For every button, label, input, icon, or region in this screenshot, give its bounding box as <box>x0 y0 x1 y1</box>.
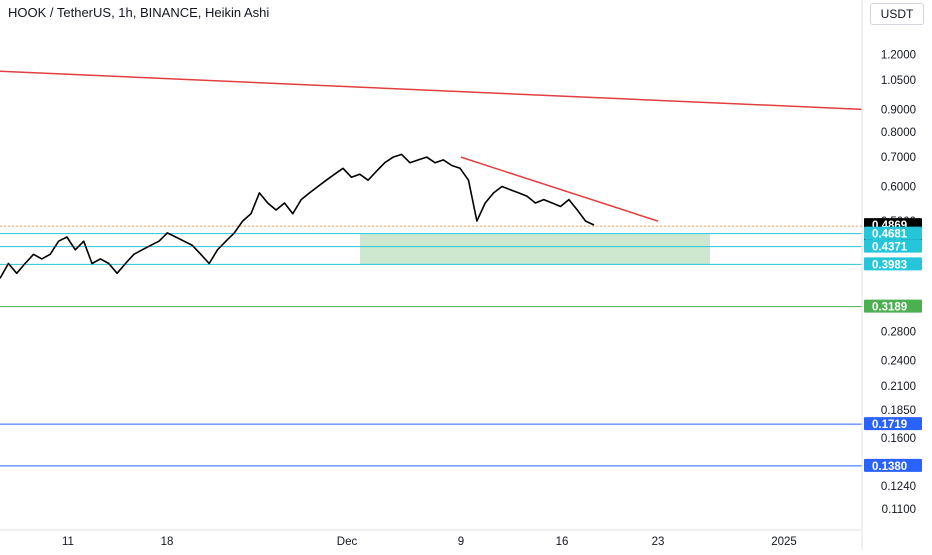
y-tick-label: 0.7000 <box>881 152 916 164</box>
y-tick-label: 0.1100 <box>882 504 916 516</box>
currency-button[interactable]: USDT <box>870 3 924 25</box>
demand-zone <box>360 233 710 265</box>
y-tick-label: 0.8000 <box>881 127 916 139</box>
price-label: 0.1719 <box>872 419 907 431</box>
y-tick-label: 1.0500 <box>881 75 916 87</box>
y-tick-label: 0.1600 <box>881 433 916 445</box>
price-label: 0.3983 <box>872 259 907 271</box>
y-tick-label: 0.9000 <box>881 104 916 116</box>
x-tick-label: 11 <box>62 536 74 548</box>
price-series-line <box>0 153 595 279</box>
price-label-bg <box>864 239 922 253</box>
price-label: 0.4371 <box>872 242 908 254</box>
price-label: 0.4681 <box>872 229 908 241</box>
x-tick-label: 18 <box>161 536 174 548</box>
y-tick-label: 0.2400 <box>881 356 916 368</box>
x-tick-label: Dec <box>337 536 358 548</box>
price-label: 0.3189 <box>872 302 907 314</box>
x-tick-label: 9 <box>458 536 464 548</box>
price-label-bg <box>864 299 922 313</box>
chart-title: HOOK / TetherUS, 1h, BINANCE, Heikin Ash… <box>8 5 270 20</box>
price-label: 0.1380 <box>872 461 907 473</box>
price-label-bg <box>864 458 922 472</box>
x-tick-label: 2025 <box>771 536 797 548</box>
resistance-short-line <box>460 156 659 222</box>
y-tick-label: 0.2800 <box>881 326 916 338</box>
y-tick-label: 0.1240 <box>881 481 916 493</box>
price-label-bg <box>864 257 922 271</box>
y-tick-label: 0.6000 <box>881 181 916 193</box>
x-tick-label: 23 <box>652 536 665 548</box>
y-tick-label: 0.1850 <box>881 405 916 417</box>
y-tick-label: 0.2100 <box>881 381 916 393</box>
x-tick-label: 16 <box>556 536 569 548</box>
y-tick-label: 1.2000 <box>881 50 916 62</box>
price-label-bg <box>864 226 922 240</box>
resistance-long-line <box>0 70 863 111</box>
price-label-bg <box>864 417 922 431</box>
